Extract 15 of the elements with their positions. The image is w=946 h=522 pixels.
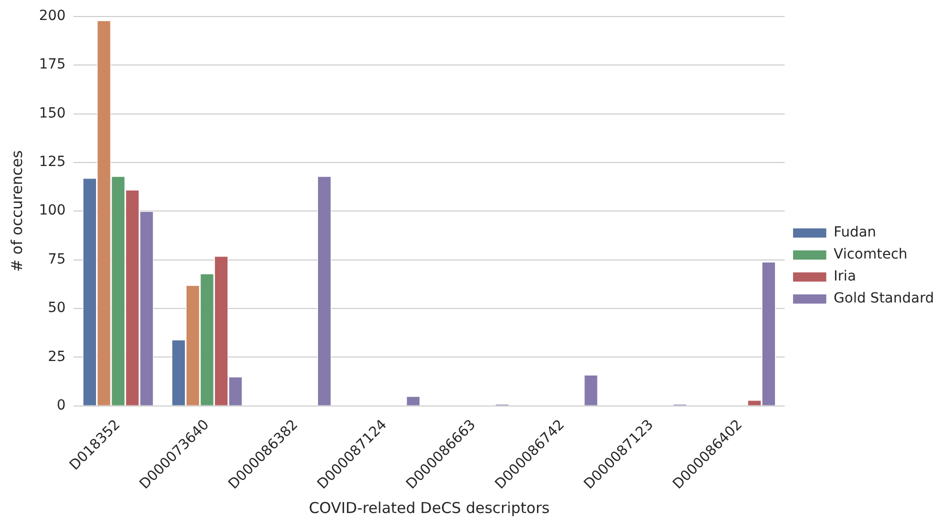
y-tick-label: 125	[38, 154, 66, 170]
y-tick-label: 200	[38, 8, 66, 24]
legend-label: Fudan	[834, 224, 876, 241]
y-tick-label: 50	[48, 300, 66, 316]
legend-label: Gold Standard	[834, 290, 934, 307]
legend-label: Vicomtech	[834, 246, 908, 263]
y-tick-label: 175	[38, 56, 66, 73]
y-axis-title: # of occurences	[8, 150, 26, 272]
y-tick-label: 0	[56, 397, 66, 414]
legend-label: Iria	[834, 268, 856, 285]
y-tick-label: 100	[38, 202, 66, 219]
y-tick-label: 25	[48, 348, 66, 365]
x-axis-title: COVID-related DeCS descriptors	[308, 498, 550, 517]
y-tick-label: 150	[38, 105, 66, 122]
y-tick-label: 75	[48, 251, 66, 268]
